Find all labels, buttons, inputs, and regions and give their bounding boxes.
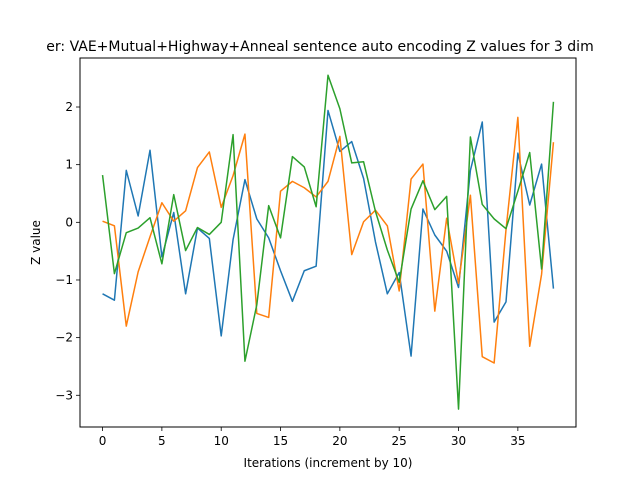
x-tick-label: 30 (451, 434, 466, 448)
x-tick-label: 5 (158, 434, 166, 448)
x-tick-label: 15 (273, 434, 288, 448)
y-axis: −3 −2 −1 0 1 2 (55, 100, 80, 402)
x-tick-label: 0 (99, 434, 107, 448)
y-tick-label: −2 (55, 331, 73, 345)
plot-area (79, 57, 577, 428)
y-tick-label: 2 (65, 100, 73, 114)
y-tick-label: −1 (55, 273, 73, 287)
x-tick-label: 10 (214, 434, 229, 448)
x-axis: 0 5 10 15 20 25 30 35 (99, 427, 525, 448)
y-tick-label: −3 (55, 388, 73, 402)
series-line-3 (101, 74, 555, 410)
series-line-2 (102, 116, 555, 364)
y-tick-label: 0 (65, 215, 73, 229)
y-tick-label: 1 (65, 158, 73, 172)
y-axis-label: Z value (29, 220, 43, 265)
x-tick-label: 20 (332, 434, 347, 448)
x-axis-label: Iterations (increment by 10) (244, 456, 413, 470)
plot-frame (79, 57, 577, 428)
x-tick-label: 25 (392, 434, 407, 448)
series-layer (101, 74, 555, 410)
series-line-1 (102, 109, 555, 357)
x-tick-label: 35 (510, 434, 525, 448)
chart-title: er: VAE+Mutual+Highway+Anneal sentence a… (46, 39, 593, 55)
